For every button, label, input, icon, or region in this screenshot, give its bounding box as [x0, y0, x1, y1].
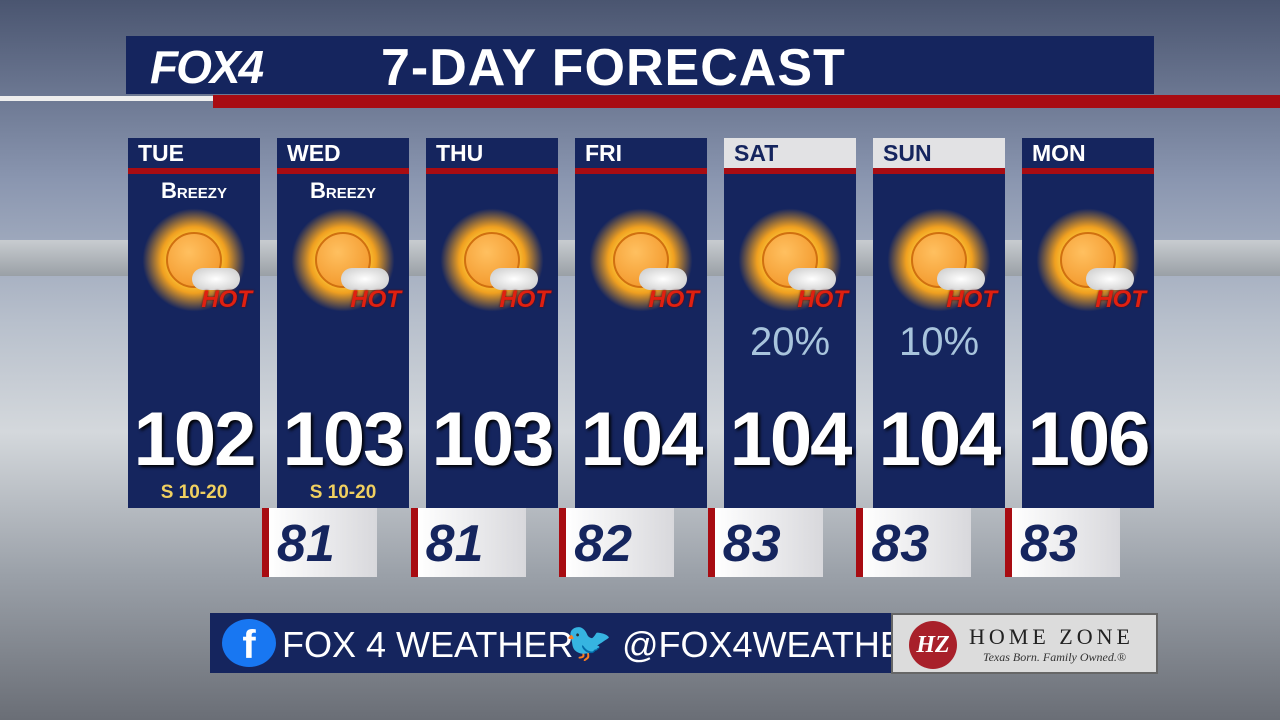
forecast-day-thu: THU HOT 103 [426, 138, 558, 508]
sun-cloud-hot-icon: HOT [134, 204, 254, 314]
forecast-day-tue: TUE Breezy HOT 102 S 10-20 [128, 138, 260, 508]
page-title: 7-DAY FORECAST [381, 39, 846, 97]
low-temp: 83 [1005, 508, 1120, 577]
condition-label [575, 178, 707, 204]
hot-label: HOT [648, 286, 699, 313]
sun-storm-hot-icon: HOT [730, 204, 850, 314]
condition-label [1022, 178, 1154, 204]
hot-label: HOT [201, 286, 252, 313]
high-temp: 103 [431, 397, 555, 482]
precip-chance [1022, 320, 1154, 372]
low-temp: 83 [856, 508, 972, 577]
precip-chance [575, 320, 707, 372]
forecast-day-mon: MON HOT 106 [1022, 138, 1154, 508]
low-temp: 81 [410, 508, 526, 577]
hot-label: HOT [946, 286, 997, 313]
title-bar: FOX4 7-DAY FORECAST [126, 36, 1154, 97]
sponsor-tagline: Texas Born. Family Owned.® [983, 650, 1126, 664]
sun-cloud-hot-icon: HOT [581, 204, 701, 314]
precip-chance: 20% [749, 320, 831, 364]
condition-label [873, 178, 1005, 204]
forecast-day-sat: SAT HOT 20% 104 [724, 138, 856, 508]
high-temp: 104 [729, 397, 853, 482]
high-temp: 104 [878, 397, 1002, 482]
precip-chance [426, 320, 558, 372]
day-label: THU [426, 138, 558, 174]
day-label: TUE [128, 138, 260, 174]
fox4-logo: FOX4 [150, 41, 264, 93]
divider [213, 95, 1280, 108]
facebook-handle: FOX 4 WEATHER [282, 624, 574, 665]
facebook-icon: f [222, 619, 276, 667]
sun-cloud-hot-icon: HOT [879, 204, 999, 314]
forecast-day-sun: SUN HOT 10% 104 [873, 138, 1005, 508]
hot-label: HOT [797, 286, 848, 313]
day-label: SUN [873, 138, 1005, 174]
divider [0, 96, 213, 101]
high-temp: 103 [282, 397, 406, 482]
day-label: FRI [575, 138, 707, 174]
twitter-icon: 🐦 [565, 622, 613, 664]
home-zone-logo: HZ [909, 621, 957, 669]
hot-label: HOT [350, 286, 401, 313]
low-temp: 83 [707, 508, 823, 577]
day-label: SAT [724, 138, 856, 174]
precip-chance [277, 320, 409, 372]
condition-label [426, 178, 558, 204]
sponsor-name: HOME ZONE [969, 624, 1134, 649]
day-label: MON [1022, 138, 1154, 174]
precip-chance [128, 320, 260, 372]
sun-cloud-hot-icon: HOT [1028, 204, 1148, 314]
social-bar: f FOX 4 WEATHER 🐦 @FOX4WEATHER [210, 613, 930, 673]
condition-label: Breezy [310, 178, 376, 203]
high-temp: 102 [133, 397, 257, 482]
hot-label: HOT [499, 286, 550, 313]
wind-label: S 10-20 [309, 482, 377, 503]
high-temp: 104 [580, 397, 704, 482]
wind-label: S 10-20 [160, 482, 228, 503]
low-temp: 82 [559, 508, 675, 577]
twitter-handle: @FOX4WEATHER [622, 624, 930, 665]
sun-cloud-hot-icon: HOT [432, 204, 552, 314]
high-temp: 106 [1027, 397, 1151, 482]
day-label: WED [277, 138, 409, 174]
condition-label: Breezy [161, 178, 227, 203]
forecast-day-fri: FRI HOT 104 [575, 138, 707, 508]
precip-chance: 10% [898, 320, 980, 364]
sun-cloud-hot-icon: HOT [283, 204, 403, 314]
low-temp: 81 [262, 508, 377, 577]
condition-label [724, 178, 856, 204]
hot-label: HOT [1095, 286, 1146, 313]
forecast-day-wed: WED Breezy HOT 103 S 10-20 [277, 138, 409, 508]
sponsor-banner: HZ HOME ZONE Texas Born. Family Owned.® [891, 613, 1158, 674]
